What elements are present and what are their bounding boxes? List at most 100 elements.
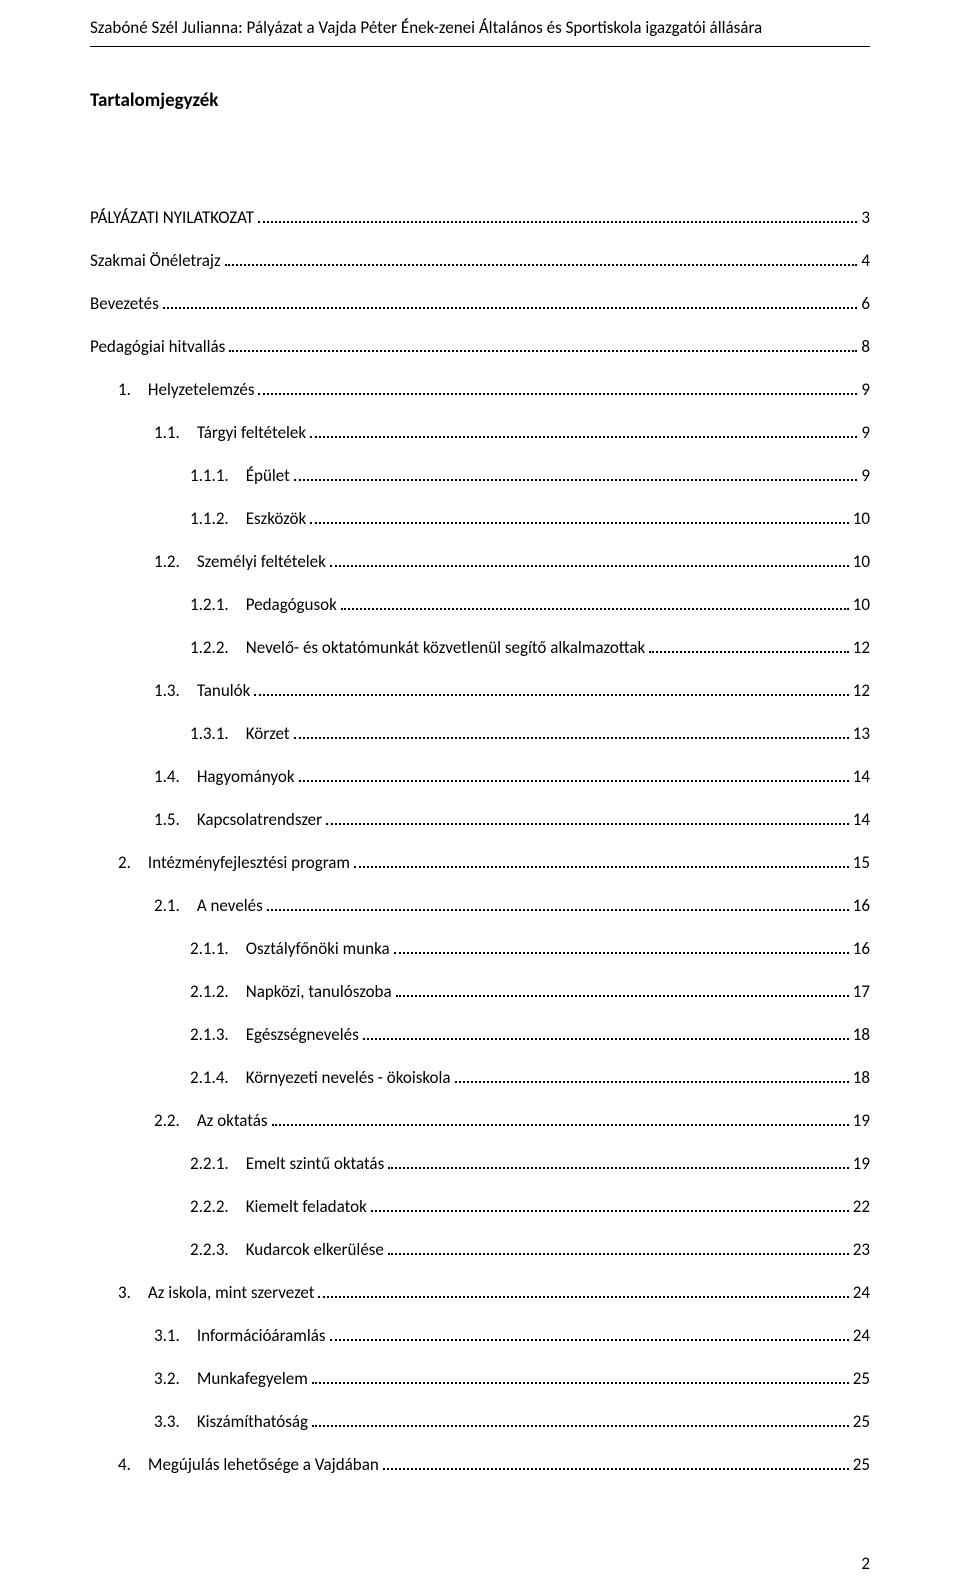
toc-item-page: 9 xyxy=(861,422,870,443)
toc-item-label: 2.2.2. Kiemelt feladatok xyxy=(190,1196,367,1217)
toc-row: 1.1. Tárgyi feltételek 9 xyxy=(154,422,870,443)
toc-row: 4. Megújulás lehetősége a Vajdában 25 xyxy=(118,1454,870,1475)
toc-item-page: 24 xyxy=(853,1325,870,1346)
toc-leader xyxy=(330,1339,849,1341)
table-of-contents: PÁLYÁZATI NYILATKOZAT3 Szakmai Önéletrajz… xyxy=(90,207,870,1475)
toc-row: 1.3.1. Körzet 13 xyxy=(190,723,870,744)
toc-leader xyxy=(254,694,848,696)
toc-item-page: 16 xyxy=(853,895,870,916)
toc-leader xyxy=(396,995,849,997)
toc-row: 1.1.2. Eszközök 10 xyxy=(190,508,870,529)
toc-item-page: 13 xyxy=(853,723,870,744)
toc-item-page: 14 xyxy=(853,766,870,787)
toc-leader xyxy=(354,866,849,868)
toc-leader xyxy=(294,737,849,739)
toc-item-page: 10 xyxy=(853,551,870,572)
page-header: Szabóné Szél Julianna: Pályázat a Vajda … xyxy=(90,18,870,38)
toc-leader xyxy=(341,608,849,610)
toc-leader xyxy=(312,1425,849,1427)
toc-row: 1.2. Személyi feltételek 10 xyxy=(154,551,870,572)
toc-leader xyxy=(383,1468,849,1470)
toc-item-page: 19 xyxy=(853,1153,870,1174)
toc-item-label: 1.4. Hagyományok xyxy=(154,766,295,787)
toc-item-label: 1. Helyzetelemzés xyxy=(118,379,254,400)
toc-row: 2.2.3. Kudarcok elkerülése23 xyxy=(190,1239,870,1260)
toc-item-page: 9 xyxy=(861,465,870,486)
toc-row: 2.2. Az oktatás 19 xyxy=(154,1110,870,1131)
toc-item-label: 2. Intézményfejlesztési program xyxy=(118,852,350,873)
toc-item-label: 1.3.1. Körzet xyxy=(190,723,290,744)
toc-item-page: 25 xyxy=(853,1368,870,1389)
toc-item-label: 3. Az iskola, mint szervezet xyxy=(118,1282,314,1303)
toc-leader xyxy=(163,307,858,309)
toc-item-label: 2.1.2. Napközi, tanulószoba xyxy=(190,981,392,1002)
toc-row: 1. Helyzetelemzés9 xyxy=(118,379,870,400)
toc-leader xyxy=(394,952,849,954)
toc-leader xyxy=(371,1210,849,1212)
toc-item-label: 3.2. Munkafegyelem xyxy=(154,1368,308,1389)
toc-item-label: 2.1.4. Környezeti nevelés - ökoiskola xyxy=(190,1067,451,1088)
toc-item-page: 19 xyxy=(853,1110,870,1131)
toc-row: 1.1.1. Épület 9 xyxy=(190,465,870,486)
toc-row: 1.2.2. Nevelő- és oktatómunkát közvetlen… xyxy=(190,637,870,658)
toc-item-label: 1.1. Tárgyi feltételek xyxy=(154,422,306,443)
toc-item-page: 25 xyxy=(853,1454,870,1475)
toc-item-label: 1.2. Személyi feltételek xyxy=(154,551,326,572)
toc-item-page: 22 xyxy=(853,1196,870,1217)
toc-row: 2.1.2. Napközi, tanulószoba17 xyxy=(190,981,870,1002)
toc-leader xyxy=(258,393,857,395)
toc-row: 2.1.1. Osztályfőnöki munka16 xyxy=(190,938,870,959)
toc-item-page: 12 xyxy=(853,637,870,658)
toc-item-page: 23 xyxy=(853,1239,870,1260)
toc-item-page: 4 xyxy=(861,250,870,271)
toc-item-page: 25 xyxy=(853,1411,870,1432)
toc-item-page: 14 xyxy=(853,809,870,830)
toc-row: Szakmai Önéletrajz 4 xyxy=(90,250,870,271)
toc-row: 2. Intézményfejlesztési program15 xyxy=(118,852,870,873)
toc-row: 3.2. Munkafegyelem 25 xyxy=(154,1368,870,1389)
toc-item-label: 1.2.1. Pedagógusok xyxy=(190,594,337,615)
toc-leader xyxy=(272,1124,849,1126)
toc-leader xyxy=(258,221,857,223)
toc-row: Pedagógiai hitvallás8 xyxy=(90,336,870,357)
toc-leader xyxy=(299,780,849,782)
toc-title: Tartalomjegyzék xyxy=(90,89,870,112)
toc-item-page: 6 xyxy=(861,293,870,314)
toc-item-page: 12 xyxy=(853,680,870,701)
toc-item-label: 4. Megújulás lehetősége a Vajdában xyxy=(118,1454,379,1475)
toc-item-label: 2.2. Az oktatás xyxy=(154,1110,268,1131)
document-page: Szabóné Szél Julianna: Pályázat a Vajda … xyxy=(0,0,960,1596)
toc-row: 2.1.3. Egészségnevelés 18 xyxy=(190,1024,870,1045)
toc-row: PÁLYÁZATI NYILATKOZAT3 xyxy=(90,207,870,228)
toc-item-page: 10 xyxy=(853,594,870,615)
toc-leader xyxy=(294,479,858,481)
page-number: 2 xyxy=(861,1553,870,1574)
toc-leader xyxy=(326,823,849,825)
toc-leader xyxy=(310,522,849,524)
toc-item-page: 24 xyxy=(853,1282,870,1303)
toc-leader xyxy=(363,1038,849,1040)
toc-item-label: 2.1.3. Egészségnevelés xyxy=(190,1024,359,1045)
toc-leader xyxy=(267,909,849,911)
toc-leader xyxy=(310,436,857,438)
toc-row: 2.2.2. Kiemelt feladatok 22 xyxy=(190,1196,870,1217)
header-rule xyxy=(90,46,870,47)
toc-item-label: 3.3. Kiszámíthatóság xyxy=(154,1411,308,1432)
toc-leader xyxy=(388,1167,849,1169)
toc-row: 3. Az iskola, mint szervezet 24 xyxy=(118,1282,870,1303)
toc-item-label: 1.1.1. Épület xyxy=(190,465,290,486)
toc-item-page: 18 xyxy=(853,1024,870,1045)
toc-item-label: 1.1.2. Eszközök xyxy=(190,508,306,529)
toc-leader xyxy=(312,1382,849,1384)
toc-item-page: 10 xyxy=(853,508,870,529)
toc-leader xyxy=(229,350,857,352)
toc-item-label: 2.1.1. Osztályfőnöki munka xyxy=(190,938,390,959)
toc-item-label: 2.2.1. Emelt szintű oktatás xyxy=(190,1153,384,1174)
toc-item-label: 1.2.2. Nevelő- és oktatómunkát közvetlen… xyxy=(190,637,645,658)
toc-row: 1.5. Kapcsolatrendszer14 xyxy=(154,809,870,830)
toc-item-label: 2.1. A nevelés xyxy=(154,895,263,916)
toc-item-page: 18 xyxy=(853,1067,870,1088)
toc-item-label: Szakmai Önéletrajz xyxy=(90,250,221,271)
toc-row: 2.1. A nevelés 16 xyxy=(154,895,870,916)
toc-row: 1.2.1. Pedagógusok 10 xyxy=(190,594,870,615)
